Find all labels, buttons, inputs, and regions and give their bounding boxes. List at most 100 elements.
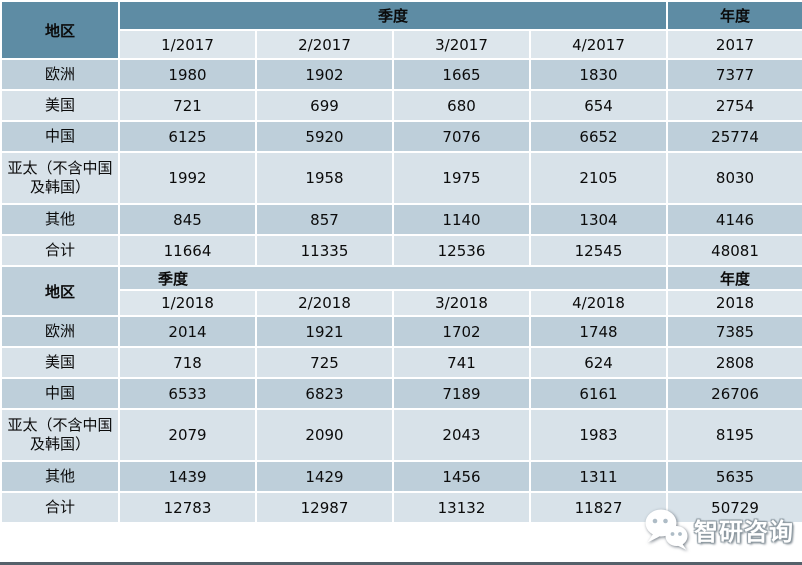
value-cell: 12536 <box>392 234 531 267</box>
table-row: 亚太（不含中国及韩国） 1992 1958 1975 2105 8030 <box>0 151 802 205</box>
value-cell: 1702 <box>392 315 531 348</box>
value-cell: 1665 <box>392 58 531 91</box>
value-cell: 6161 <box>528 377 669 410</box>
subheader-cell: 2/2018 <box>255 289 394 317</box>
value-cell: 2808 <box>666 346 802 379</box>
value-cell: 725 <box>255 346 394 379</box>
subheader-cell: 4/2018 <box>528 289 669 317</box>
region-cell: 中国 <box>0 377 120 410</box>
value-cell: 699 <box>255 89 394 122</box>
value-cell: 11664 <box>118 234 257 267</box>
value-cell: 2754 <box>666 89 802 122</box>
value-cell: 624 <box>528 346 669 379</box>
table-row: 1/2018 2/2018 3/2018 4/2018 2018 <box>1 289 802 317</box>
table-row: 中国 6125 5920 7076 6652 25774 <box>0 120 802 153</box>
value-cell: 1921 <box>255 315 394 348</box>
value-cell: 2043 <box>392 408 531 462</box>
value-cell: 1958 <box>255 151 394 205</box>
table-row: 美国 721 699 680 654 2754 <box>0 89 802 122</box>
value-cell: 13132 <box>392 491 531 524</box>
value-cell: 7385 <box>666 315 802 348</box>
region-cell: 中国 <box>0 120 120 153</box>
value-cell: 11827 <box>528 491 669 524</box>
value-cell: 6125 <box>118 120 257 153</box>
region-cell: 欧洲 <box>0 58 120 91</box>
subheader-cell: 3/2018 <box>392 289 531 317</box>
value-cell: 1980 <box>118 58 257 91</box>
value-cell: 26706 <box>666 377 802 410</box>
table-row: 中国 6533 6823 7189 6161 26706 <box>0 377 802 410</box>
table-row: 1/2017 2/2017 3/2017 4/2017 2017 <box>1 29 802 60</box>
value-cell: 7076 <box>392 120 531 153</box>
value-cell: 12783 <box>118 491 257 524</box>
value-cell: 1983 <box>528 408 669 462</box>
value-cell: 845 <box>118 203 257 236</box>
table-row: 亚太（不含中国及韩国） 2079 2090 2043 1983 8195 <box>0 408 802 462</box>
table-row: 欧洲 2014 1921 1702 1748 7385 <box>0 315 802 348</box>
value-cell: 5920 <box>255 120 394 153</box>
value-cell: 2014 <box>118 315 257 348</box>
subheader-cell: 2018 <box>666 289 802 317</box>
value-cell: 7189 <box>392 377 531 410</box>
table-row: 合计 11664 11335 12536 12545 48081 <box>0 234 802 267</box>
annual-header: 年度 <box>666 0 802 31</box>
quarter-span-header: 季度 <box>117 0 669 31</box>
value-cell: 11335 <box>255 234 394 267</box>
value-cell: 8030 <box>666 151 802 205</box>
table-row: 其他 845 857 1140 1304 4146 <box>0 203 802 236</box>
region-cell: 亚太（不含中国及韩国） <box>0 408 120 462</box>
table-row: 地区 季度 年度 <box>0 0 802 60</box>
region-cell: 美国 <box>0 346 120 379</box>
quarter-span-header: 季度 <box>117 265 669 291</box>
subheader-cell: 4/2017 <box>528 29 669 60</box>
value-cell: 2090 <box>255 408 394 462</box>
subheader-cell: 2017 <box>666 29 802 60</box>
region-cell: 美国 <box>0 89 120 122</box>
value-cell: 1311 <box>528 460 669 493</box>
region-cell: 欧洲 <box>0 315 120 348</box>
value-cell: 12987 <box>255 491 394 524</box>
value-cell: 7377 <box>666 58 802 91</box>
region-cell: 其他 <box>0 203 120 236</box>
value-cell: 1830 <box>528 58 669 91</box>
value-cell: 25774 <box>666 120 802 153</box>
value-cell: 6652 <box>528 120 669 153</box>
table-row: 美国 718 725 741 624 2808 <box>0 346 802 379</box>
quarterly-region-table: 地区 季度 年度 1/2017 2/2017 3/2017 4/2017 201… <box>0 0 802 524</box>
value-cell: 1975 <box>392 151 531 205</box>
value-cell: 12545 <box>528 234 669 267</box>
subheader-cell: 1/2018 <box>118 289 257 317</box>
value-cell: 1304 <box>528 203 669 236</box>
value-cell: 741 <box>392 346 531 379</box>
value-cell: 1429 <box>255 460 394 493</box>
region-cell: 合计 <box>0 234 120 267</box>
value-cell: 2105 <box>528 151 669 205</box>
value-cell: 48081 <box>666 234 802 267</box>
subheader-cell: 1/2017 <box>118 29 257 60</box>
value-cell: 721 <box>118 89 257 122</box>
value-cell: 8195 <box>666 408 802 462</box>
region-cell: 合计 <box>0 491 120 524</box>
table-row: 欧洲 1980 1902 1665 1830 7377 <box>0 58 802 91</box>
value-cell: 1140 <box>392 203 531 236</box>
value-cell: 1439 <box>118 460 257 493</box>
subheader-cell: 3/2017 <box>392 29 531 60</box>
annual-header: 年度 <box>666 265 802 291</box>
value-cell: 5635 <box>666 460 802 493</box>
region-corner-header: 地区 <box>0 0 120 60</box>
value-cell: 6533 <box>118 377 257 410</box>
value-cell: 2079 <box>118 408 257 462</box>
subheader-cell: 2/2017 <box>255 29 394 60</box>
value-cell: 50729 <box>666 491 802 524</box>
region-cell: 其他 <box>0 460 120 493</box>
value-cell: 857 <box>255 203 394 236</box>
region-cell: 亚太（不含中国及韩国） <box>0 151 120 205</box>
value-cell: 680 <box>392 89 531 122</box>
value-cell: 1992 <box>118 151 257 205</box>
table-row: 其他 1439 1429 1456 1311 5635 <box>0 460 802 493</box>
value-cell: 718 <box>118 346 257 379</box>
value-cell: 4146 <box>666 203 802 236</box>
value-cell: 1748 <box>528 315 669 348</box>
value-cell: 6823 <box>255 377 394 410</box>
